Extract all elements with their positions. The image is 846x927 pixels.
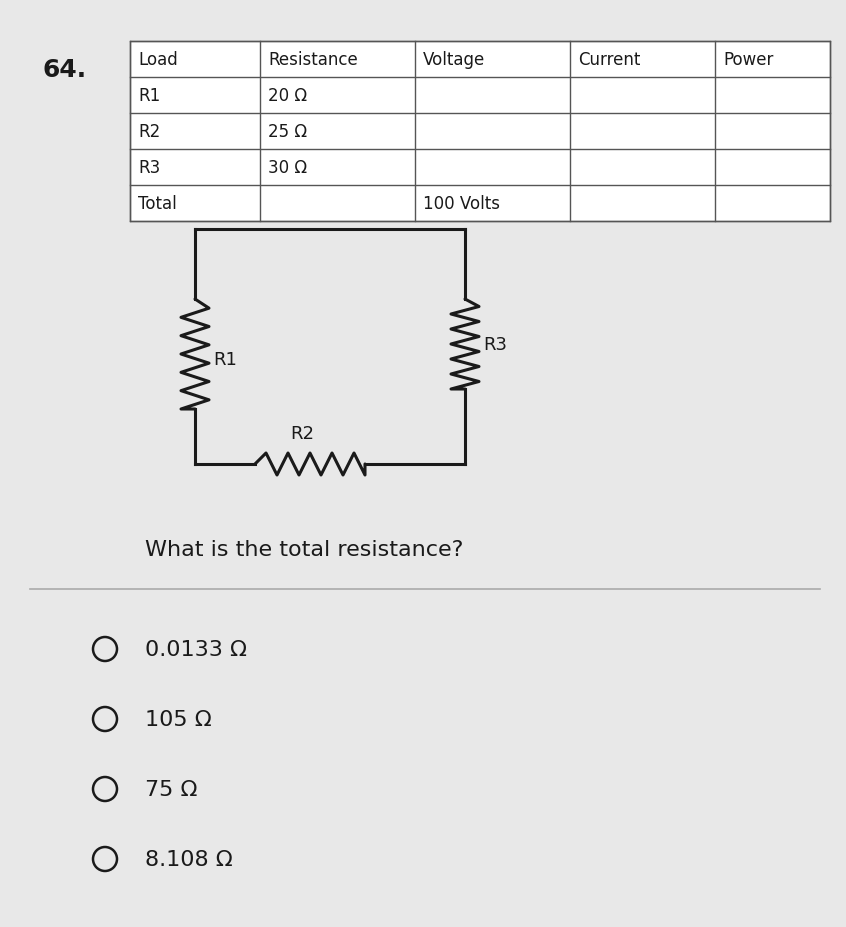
Text: 0.0133 Ω: 0.0133 Ω xyxy=(145,640,247,659)
Text: Power: Power xyxy=(723,51,773,69)
Bar xyxy=(130,42,830,222)
Text: 30 Ω: 30 Ω xyxy=(268,159,307,177)
Text: Total: Total xyxy=(138,195,177,213)
Text: 100 Volts: 100 Volts xyxy=(423,195,500,213)
Text: R1: R1 xyxy=(213,350,237,369)
Text: R1: R1 xyxy=(138,87,160,105)
Text: 8.108 Ω: 8.108 Ω xyxy=(145,849,233,870)
Text: 75 Ω: 75 Ω xyxy=(145,780,197,799)
Text: Load: Load xyxy=(138,51,178,69)
Text: Resistance: Resistance xyxy=(268,51,358,69)
Text: Voltage: Voltage xyxy=(423,51,486,69)
Text: 64.: 64. xyxy=(42,57,86,82)
Text: What is the total resistance?: What is the total resistance? xyxy=(145,540,464,559)
Text: R3: R3 xyxy=(483,336,507,353)
Text: 25 Ω: 25 Ω xyxy=(268,123,307,141)
Text: R2: R2 xyxy=(138,123,160,141)
Text: R3: R3 xyxy=(138,159,160,177)
Text: 105 Ω: 105 Ω xyxy=(145,709,212,730)
Text: 20 Ω: 20 Ω xyxy=(268,87,307,105)
Text: Current: Current xyxy=(578,51,640,69)
Text: R2: R2 xyxy=(290,425,314,442)
